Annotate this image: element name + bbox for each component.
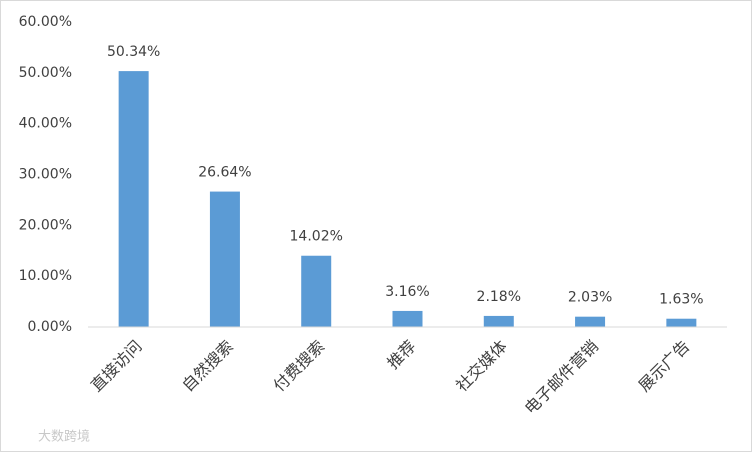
bar [392,310,423,327]
y-tick-label: 0.00% [28,319,72,335]
watermark: 大数跨境 [38,430,90,445]
data-label: 2.03% [568,290,612,306]
bar [666,318,697,327]
y-tick-label: 30.00% [19,167,72,183]
data-label: 26.64% [198,165,251,181]
bar [301,255,332,327]
y-tick-label: 10.00% [19,268,72,284]
bar [118,71,149,327]
y-tick-label: 60.00% [19,14,72,30]
data-label: 14.02% [290,229,343,245]
bar [575,316,606,327]
bar [483,315,514,327]
y-tick-label: 50.00% [19,65,72,81]
y-tick-label: 40.00% [19,116,72,132]
data-label: 50.34% [107,44,160,60]
bar [209,191,240,327]
data-label: 2.18% [477,289,521,305]
data-label: 3.16% [385,284,429,300]
data-label: 1.63% [659,292,703,308]
y-tick-label: 20.00% [19,217,72,233]
